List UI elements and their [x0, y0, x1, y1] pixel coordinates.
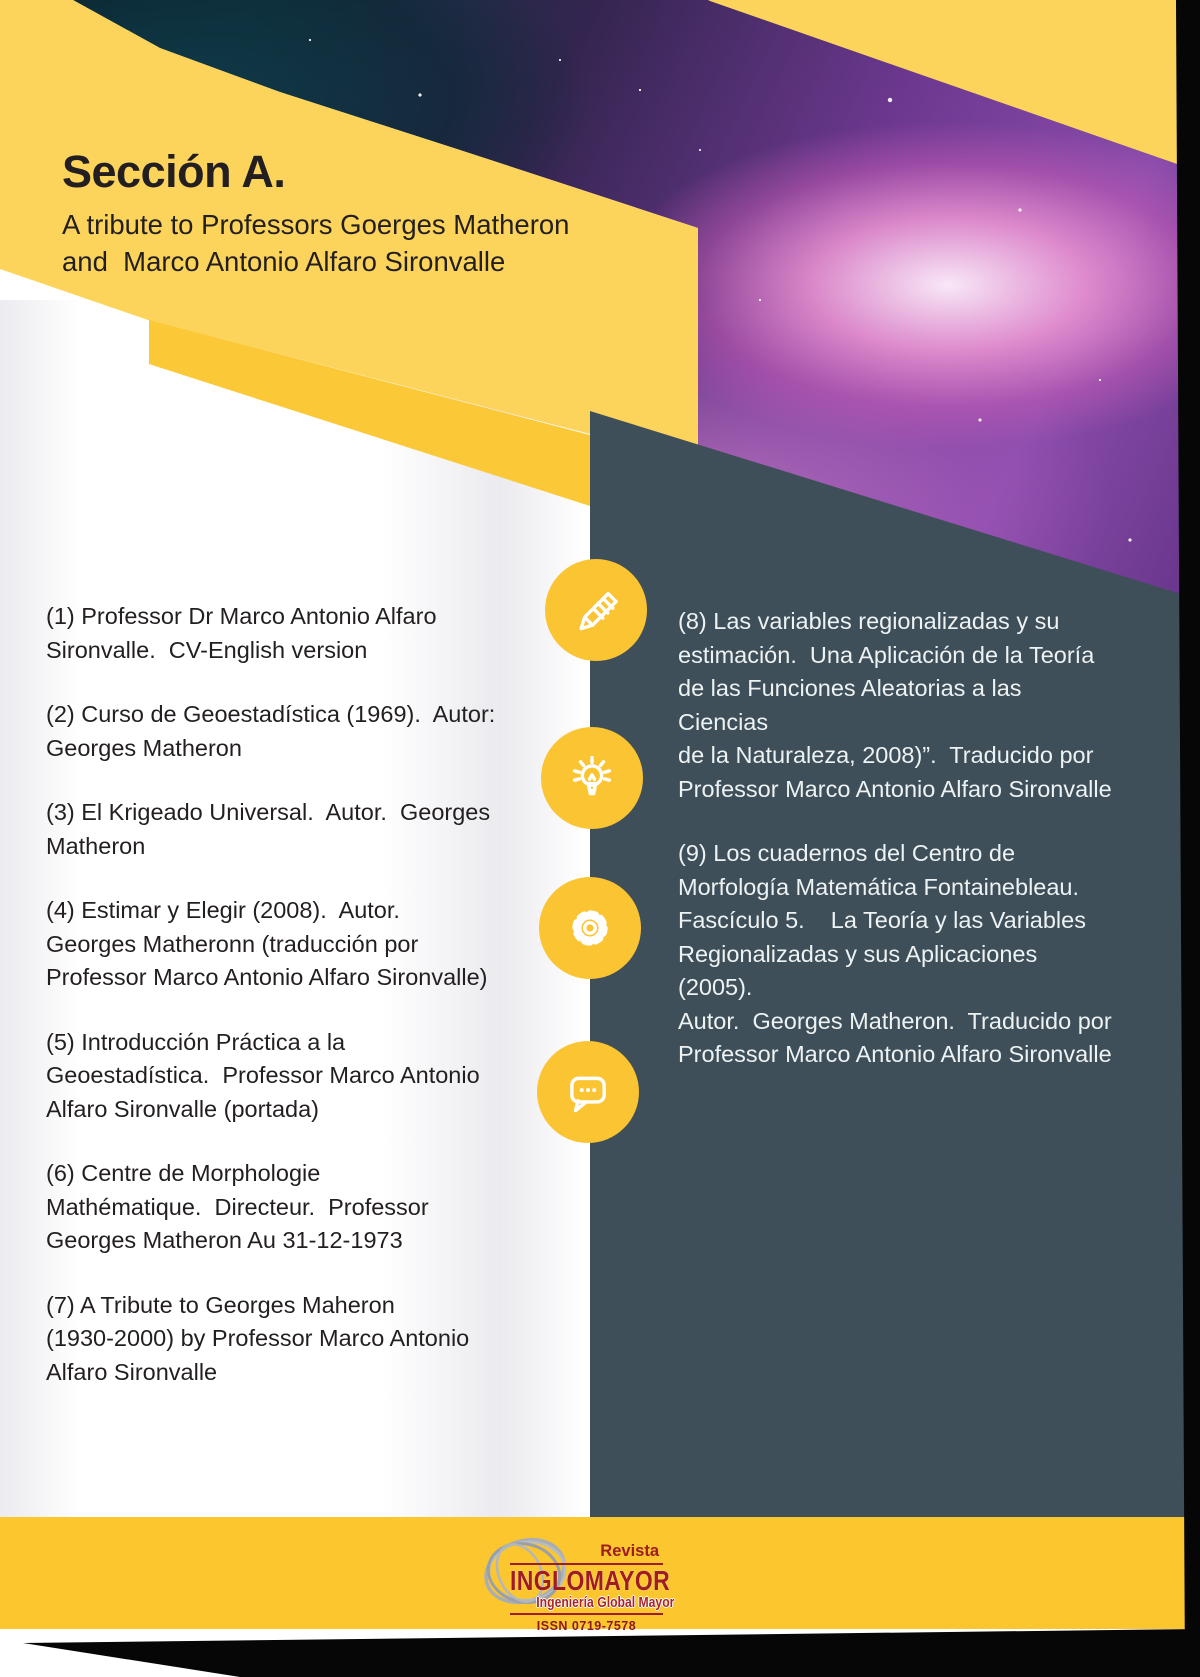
header: Sección A. A tribute to Professors Goerg… — [62, 146, 569, 280]
logo-revista-label: Revista — [600, 1542, 659, 1560]
list-item: (2) Curso de Geoestadística (1969). Auto… — [46, 701, 496, 761]
list-item: (9) Los cuadernos del Centro de Morfolog… — [678, 840, 1112, 1067]
journal-logo: Revista INGLOMAYOR Ingeniería Global May… — [468, 1516, 683, 1633]
logo-tagline-row: Ingeniería Global Mayor — [510, 1594, 674, 1615]
logo-brand-name: INGLOMAYOR — [510, 1565, 671, 1596]
list-item: (8) Las variables regionalizadas y su es… — [678, 608, 1112, 802]
list-item: (3) El Krigeado Universal. Autor. George… — [46, 799, 491, 859]
logo-brand-row: INGLOMAYOR — [510, 1563, 670, 1597]
left-item-list: (1) Professor Dr Marco Antonio Alfaro Si… — [46, 600, 538, 1420]
list-item: (7) A Tribute to Georges Maheron (1930-2… — [46, 1291, 470, 1385]
list-item: (5) Introducción Práctica a la Geoestadí… — [46, 1028, 480, 1122]
page-subtitle: A tribute to Professors Goerges Matheron… — [62, 209, 570, 277]
lightbulb-icon — [541, 727, 643, 829]
list-item: (4) Estimar y Elegir (2008). Autor. Geor… — [46, 897, 488, 990]
issn-label: ISSN 0719-7578 — [536, 1619, 637, 1633]
globe-icon — [484, 1537, 567, 1605]
pencil-icon — [545, 559, 647, 661]
right-item-list: (8) Las variables regionalizadas y su es… — [678, 605, 1116, 1103]
chat-icon — [537, 1041, 639, 1143]
list-item: (1) Professor Dr Marco Antonio Alfaro Si… — [46, 603, 437, 663]
gear-icon — [539, 877, 641, 979]
logo-tagline: Ingeniería Global Mayor — [536, 1595, 675, 1611]
logo-text-block: Revista INGLOMAYOR Ingeniería Global May… — [510, 1542, 674, 1633]
list-item: (6) Centre de Morphologie Mathématique. … — [46, 1160, 429, 1253]
page-title: Sección A. — [62, 146, 286, 197]
